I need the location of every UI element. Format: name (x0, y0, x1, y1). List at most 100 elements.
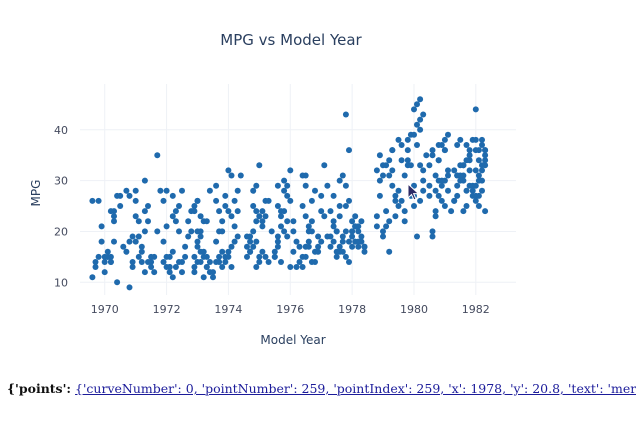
scatter-point[interactable] (274, 182, 281, 189)
scatter-point[interactable] (191, 253, 198, 260)
scatter-point[interactable] (441, 136, 448, 143)
scatter-point[interactable] (197, 228, 204, 235)
scatter-point[interactable] (389, 147, 396, 154)
scatter-point[interactable] (386, 157, 393, 164)
scatter-point[interactable] (284, 233, 291, 240)
scatter-point[interactable] (327, 243, 334, 250)
scatter-point[interactable] (445, 172, 451, 179)
scatter-point[interactable] (432, 213, 439, 220)
scatter-point[interactable] (435, 192, 442, 199)
scatter-point[interactable] (111, 218, 117, 225)
scatter-point[interactable] (228, 243, 235, 250)
scatter-point[interactable] (250, 243, 257, 250)
scatter-point[interactable] (281, 187, 288, 194)
scatter-point[interactable] (411, 106, 417, 113)
scatter-point[interactable] (274, 243, 281, 250)
scatter-point[interactable] (287, 264, 294, 270)
scatter-point[interactable] (169, 213, 176, 220)
scatter-point[interactable] (129, 259, 136, 265)
scatter-point[interactable] (228, 264, 235, 270)
scatter-point[interactable] (429, 228, 436, 235)
scatter-point[interactable] (225, 253, 232, 260)
scatter-point[interactable] (441, 203, 448, 209)
scatter-point[interactable] (380, 228, 386, 235)
scatter-point[interactable] (376, 177, 383, 184)
scatter-point[interactable] (441, 147, 448, 154)
scatter-point[interactable] (281, 228, 288, 235)
scatter-point[interactable] (194, 243, 201, 250)
scatter-point[interactable] (225, 167, 232, 174)
scatter-point[interactable] (327, 208, 334, 215)
scatter-point[interactable] (265, 259, 272, 265)
scatter-point[interactable] (259, 218, 266, 225)
scatter-point[interactable] (435, 142, 442, 148)
scatter-point[interactable] (380, 172, 386, 179)
scatter-point[interactable] (191, 264, 198, 270)
scatter-point[interactable] (271, 248, 278, 255)
scatter-point[interactable] (166, 264, 173, 270)
scatter-point[interactable] (154, 152, 161, 159)
scatter-point[interactable] (454, 182, 461, 189)
scatter-point[interactable] (417, 162, 424, 169)
scatter-point[interactable] (358, 233, 365, 240)
scatter-point[interactable] (466, 147, 473, 154)
scatter-point[interactable] (244, 243, 250, 250)
scatter-point[interactable] (342, 228, 349, 235)
scatter-point[interactable] (160, 197, 167, 204)
scatter-point[interactable] (197, 259, 204, 265)
scatter-point[interactable] (454, 142, 461, 148)
scatter-point[interactable] (169, 192, 176, 199)
scatter-point[interactable] (352, 213, 359, 220)
scatter-point[interactable] (200, 248, 207, 255)
scatter-point[interactable] (219, 218, 226, 225)
scatter-point[interactable] (349, 233, 356, 240)
scatter-point[interactable] (321, 162, 328, 169)
scatter-point[interactable] (95, 253, 102, 260)
scatter-point[interactable] (265, 197, 272, 204)
scatter-point[interactable] (373, 213, 380, 220)
scatter-point[interactable] (386, 248, 393, 255)
scatter-point[interactable] (420, 177, 427, 184)
scatter-point[interactable] (182, 253, 189, 260)
scatter-point[interactable] (401, 172, 408, 179)
scatter-point[interactable] (457, 136, 464, 143)
scatter-point[interactable] (114, 279, 121, 286)
scatter-point[interactable] (107, 208, 114, 215)
scatter-point[interactable] (472, 136, 479, 143)
scatter-point[interactable] (191, 269, 198, 276)
scatter-point[interactable] (404, 162, 411, 169)
scatter-point[interactable] (148, 259, 155, 265)
scatter-point[interactable] (247, 238, 254, 245)
scatter-point[interactable] (404, 136, 411, 143)
scatter-point[interactable] (197, 213, 204, 220)
scatter-point[interactable] (101, 269, 108, 276)
scatter-point[interactable] (148, 264, 155, 270)
scatter-point[interactable] (454, 192, 461, 199)
scatter-point[interactable] (463, 203, 470, 209)
scatter-point[interactable] (472, 106, 479, 113)
scatter-point[interactable] (482, 157, 489, 164)
scatter-point[interactable] (188, 228, 195, 235)
scatter-point[interactable] (308, 218, 315, 225)
scatter-point[interactable] (228, 172, 235, 179)
scatter-point[interactable] (148, 253, 155, 260)
scatter-point[interactable] (352, 223, 359, 230)
scatter-point[interactable] (479, 177, 485, 184)
scatter-point[interactable] (472, 197, 479, 204)
scatter-point[interactable] (346, 238, 352, 245)
scatter-point[interactable] (342, 111, 349, 118)
scatter-point[interactable] (355, 243, 362, 250)
scatter-point[interactable] (231, 197, 238, 204)
scatter-point[interactable] (154, 228, 161, 235)
scatter-point[interactable] (256, 213, 263, 220)
scatter-point[interactable] (250, 187, 257, 194)
scatter-point[interactable] (411, 203, 417, 209)
scatter-point[interactable] (253, 208, 260, 215)
scatter-point[interactable] (423, 152, 430, 159)
scatter-point[interactable] (141, 177, 148, 184)
scatter-point[interactable] (355, 238, 362, 245)
scatter-point[interactable] (259, 248, 266, 255)
scatter-point[interactable] (398, 142, 405, 148)
scatter-point[interactable] (386, 218, 393, 225)
scatter-point[interactable] (336, 213, 343, 220)
